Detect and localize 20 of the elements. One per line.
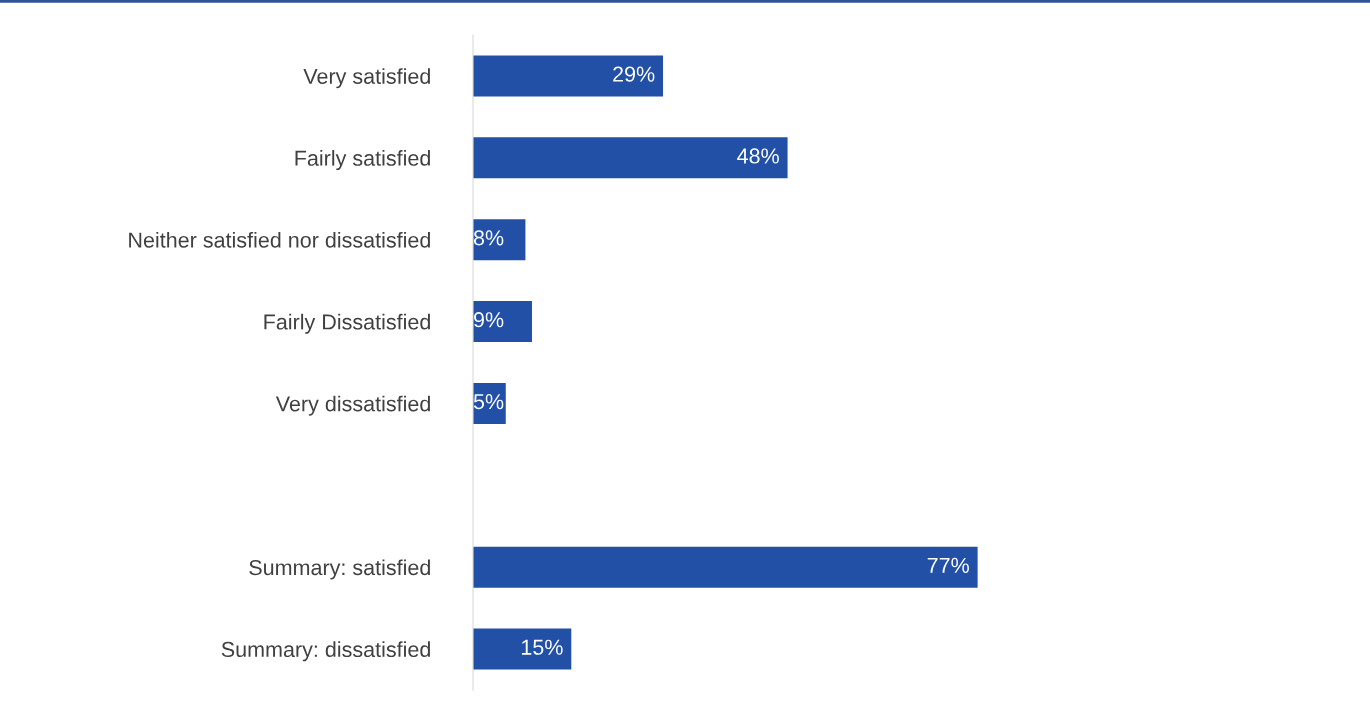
y-tick-label: Fairly Dissatisfied <box>264 313 430 334</box>
data-label: 9% <box>474 312 504 328</box>
bar <box>473 137 788 179</box>
y-tick-label: Neither satisfied nor dissatisfied <box>129 231 430 248</box>
y-tick-label: Very dissatisfied <box>275 395 430 416</box>
y-tick-label: Very satisfied <box>303 68 430 89</box>
data-label: 8% <box>473 230 504 246</box>
y-tick-label: Fairly satisfied <box>295 150 430 171</box>
bar <box>473 628 572 670</box>
y-tick-label: Summary: dissatisfied <box>221 641 430 662</box>
bar <box>473 219 526 261</box>
y-tick-label: Summary: satisfied <box>249 559 430 580</box>
data-label: 5% <box>473 394 504 410</box>
bar <box>473 55 664 97</box>
data-label: 48% <box>737 148 779 164</box>
data-label: 15% <box>521 639 563 655</box>
data-label: 77% <box>927 557 969 573</box>
data-label: 29% <box>613 66 655 82</box>
bar <box>473 301 532 343</box>
bar <box>473 546 978 588</box>
